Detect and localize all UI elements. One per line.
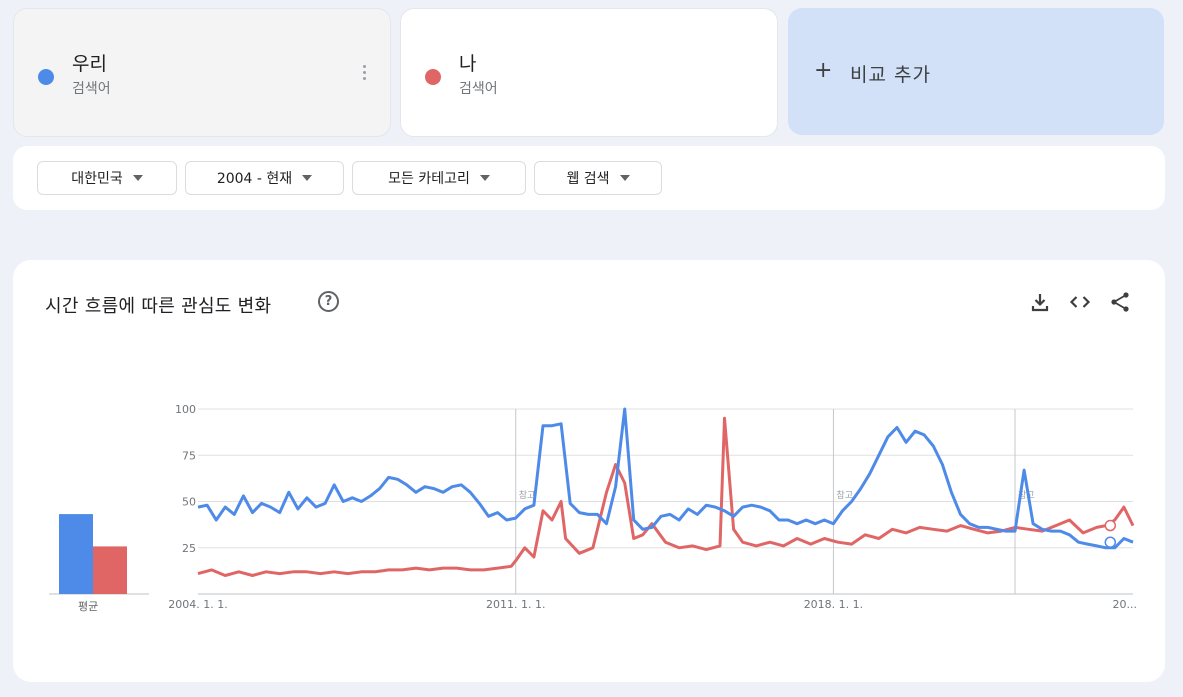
average-bar-woori [59, 514, 93, 594]
interest-over-time-card: 시간 흐름에 따른 관심도 변화 ? 평균 25 50 75 100 참고 참고 참고 200… [13, 260, 1165, 682]
help-icon[interactable]: ? [318, 291, 339, 312]
y-tick-label: 50 [182, 496, 196, 509]
caret-down-icon [479, 175, 490, 181]
series-line-우리 [197, 407, 1134, 550]
x-tick-label: 2018. 1. 1. [804, 598, 863, 611]
term-name: 나 [459, 53, 477, 75]
x-tick-label: 20... [1113, 598, 1138, 611]
average-label: 평균 [78, 600, 99, 613]
annotation-note: 참고 [1018, 490, 1035, 501]
filter-bar: 대한민국 2004 - 현재 모든 카테고리 웹 검색 [13, 146, 1165, 210]
caret-down-icon [132, 175, 143, 181]
search-type-value: 웹 검색 [566, 171, 610, 187]
annotation-note: 참고 [836, 490, 853, 501]
average-bars [49, 514, 149, 595]
series-line-나 [197, 416, 1135, 577]
x-tick-label: 2011. 1. 1. [486, 598, 545, 611]
series-end-marker [1104, 536, 1117, 548]
add-compare-button[interactable]: + 비교 추가 [788, 8, 1164, 135]
y-tick-label: 25 [182, 542, 196, 555]
share-icon[interactable] [1108, 290, 1132, 314]
period-dropdown[interactable]: 2004 - 현재 [185, 161, 344, 195]
interest-line-chart: 25 50 75 100 참고 참고 참고 2004. 1. 1. 2011. 1. 1. 201… [168, 403, 1138, 611]
chart-title: 시간 흐름에 따른 관심도 변화 [45, 296, 272, 317]
annotation-note: 참고 [519, 490, 536, 501]
term-color-dot [38, 69, 54, 85]
region-dropdown[interactable]: 대한민국 [37, 161, 177, 195]
term-type: 검색어 [72, 81, 111, 97]
plus-icon: + [814, 58, 833, 83]
caret-down-icon [619, 175, 630, 181]
caret-down-icon [302, 175, 313, 181]
embed-icon[interactable] [1068, 290, 1092, 314]
average-bar-na [93, 546, 127, 594]
series-end-marker [1104, 519, 1117, 532]
region-value: 대한민국 [71, 171, 123, 187]
term-color-dot [425, 69, 441, 85]
add-compare-label: 비교 추가 [850, 64, 931, 86]
more-vert-icon[interactable] [361, 65, 367, 83]
term-card-1[interactable]: 우리 검색어 [13, 8, 391, 137]
period-value: 2004 - 현재 [216, 171, 293, 187]
category-value: 모든 카테고리 [388, 171, 470, 187]
category-dropdown[interactable]: 모든 카테고리 [352, 161, 526, 195]
y-tick-label: 100 [175, 403, 196, 416]
x-tick-label: 2004. 1. 1. [168, 598, 227, 611]
term-name: 우리 [72, 53, 107, 75]
search-type-dropdown[interactable]: 웹 검색 [534, 161, 662, 195]
y-tick-label: 75 [182, 449, 196, 462]
term-card-2[interactable]: 나 검색어 [400, 8, 778, 137]
term-type: 검색어 [459, 81, 498, 97]
download-icon[interactable] [1028, 290, 1052, 314]
